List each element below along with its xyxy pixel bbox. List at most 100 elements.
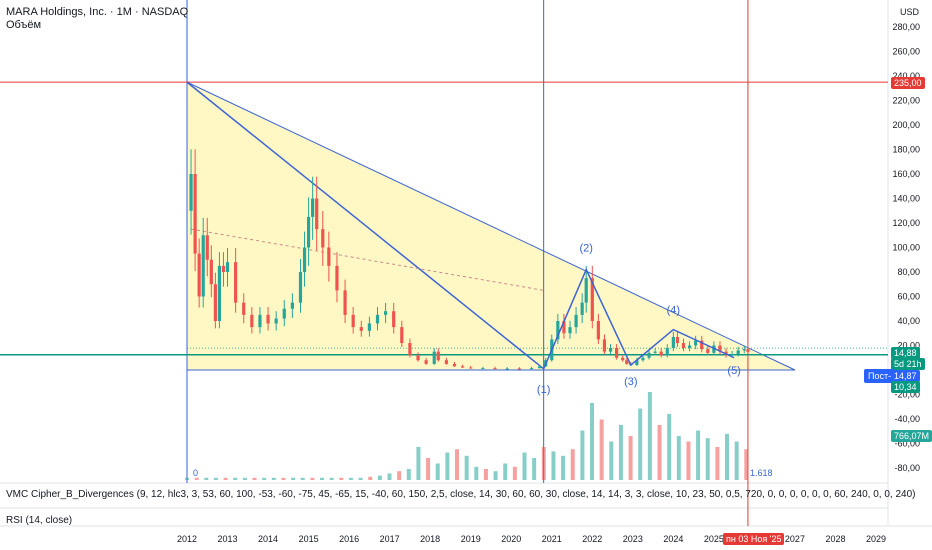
volume-bar [609,441,614,480]
volume-bar [512,466,517,480]
volume-bar [570,449,575,480]
candle [375,307,380,331]
candle [367,316,371,337]
volume-bar [233,477,238,480]
time-axis-tick: 2020 [501,534,521,544]
rsi-indicator-label[interactable]: RSI (14, close) [6,515,73,526]
post-market-label: Пост- [864,369,896,383]
volume-legend[interactable]: Объём [6,19,42,31]
volume-bar [590,403,595,480]
low-tag: 10,34 [891,381,920,393]
time-axis-tick: 2013 [218,534,238,544]
candle [687,341,692,352]
price-axis-tick: 140,00 [892,194,920,204]
volume-bar [522,452,527,480]
candle [282,300,286,327]
candle [602,334,607,355]
candle [562,313,566,339]
volume-bar [271,477,276,480]
volume-bar [426,458,431,480]
candle [351,307,355,334]
fib-ratio-label: 1.618 [750,468,773,478]
post-market-price-tag: 14,87 [891,370,920,382]
candle [327,231,331,282]
wave-label: (1) [537,384,550,396]
candle [469,366,473,369]
candle [242,293,246,324]
volume-bar [580,430,585,480]
price-axis-tick: -20,00 [894,390,920,400]
price-axis-tick: 220,00 [892,96,920,106]
candle [197,238,201,308]
volume-bar [320,477,325,480]
price-axis-tick: 160,00 [892,169,920,179]
volume-bar [368,476,373,480]
volume-bar [657,425,662,480]
candle [625,357,629,365]
time-axis-tick: 2021 [542,534,562,544]
candle [736,346,740,357]
price-axis-tick: 280,00 [892,22,920,32]
candle [424,357,428,365]
currency-label[interactable]: USD [900,7,920,17]
candle [321,210,325,266]
candle [746,345,750,355]
volume-bar [474,466,479,480]
candle [193,149,197,272]
candle [392,302,396,334]
candle [694,335,698,350]
candle [205,217,209,277]
candle [706,345,710,356]
candle [505,367,509,370]
fib-zero-label: 0 [193,468,199,478]
volume-bar [744,449,749,480]
price-axis-tick: -80,00 [894,463,920,473]
volume-bar [377,475,382,480]
candle [538,364,542,369]
volume-bar [406,469,411,480]
volume-bar [455,449,460,480]
candle [408,338,412,358]
candle [675,331,680,348]
candle [209,245,213,298]
candle [416,352,420,362]
wave-label: (5) [727,365,740,377]
candle [647,349,651,360]
volume-bar [599,419,604,480]
volume-bar [291,477,296,480]
time-axis-tick: 2025 [704,534,724,544]
time-axis-tick: 2017 [380,534,400,544]
time-axis-tick: 2027 [785,534,805,544]
candle [596,313,600,344]
time-axis-tick: 2015 [299,534,319,544]
cipher-indicator-label[interactable]: VMC Cipher_B_Divergences (9, 12, hlc3, 3… [6,489,916,500]
price-axis-tick: 120,00 [892,218,920,228]
candle [436,348,440,362]
volume-bar [551,451,556,480]
volume-bar [561,455,566,480]
candle [718,341,722,355]
volume-bar [725,433,730,480]
volume-bar [387,473,392,480]
volume-bar [185,477,189,480]
time-axis-tick: 2014 [258,534,278,544]
candle [383,302,388,324]
candle [615,344,619,360]
volume-bar [705,438,710,480]
price-axis-tick: 240,00 [892,71,920,81]
candle [432,348,436,365]
wave-label: (2) [579,243,592,255]
volume-bar [676,436,681,480]
wave-label: (4) [667,305,680,317]
symbol-title[interactable]: MARA Holdings, Inc. · 1M · NASDAQ [6,6,189,18]
candle [311,176,315,240]
price-axis-tick: 20,00 [897,341,920,351]
volume-bar [194,477,199,480]
candle [306,197,311,266]
candle [225,248,230,287]
candle [302,231,307,287]
volume-bar [416,447,421,480]
countdown-tag: 5d 21h [891,358,925,370]
candle [742,345,746,354]
